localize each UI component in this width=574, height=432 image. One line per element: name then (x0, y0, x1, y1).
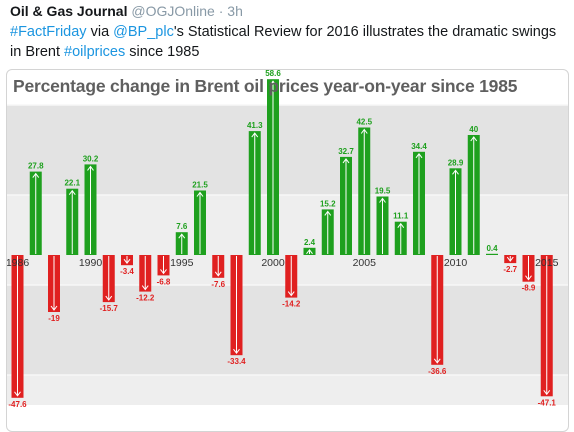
data-label: 42.5 (356, 118, 372, 127)
bar-arrow-head (397, 222, 405, 228)
bar-arrow-head (141, 285, 149, 291)
bar-chart: -47.6 27.8 -19 22.1 30.2 -15.7 -3.4 -12.2-6.8 7.… (7, 70, 568, 409)
data-label: 27.8 (28, 162, 44, 171)
chart-card[interactable]: -47.6 27.8 -19 22.1 30.2 -15.7 -3.4 -12.2 -6.8 7.… (6, 69, 569, 432)
data-label: 15.2 (320, 199, 336, 208)
bar-arrow-head (160, 269, 167, 275)
bar-arrow-head (178, 233, 186, 239)
data-label: -14.2 (282, 300, 301, 309)
bar-arrow-head (525, 275, 532, 281)
bar-arrow-head (470, 136, 478, 142)
data-label: 11.1 (393, 212, 409, 221)
bar-arrow-head (32, 172, 40, 178)
data-label: -47.1 (538, 398, 557, 407)
x-tick-label: 2000 (261, 257, 285, 269)
bar-arrow-head (506, 256, 514, 262)
bar-arrow-head (306, 248, 313, 255)
bar-arrow-head (214, 271, 222, 277)
data-label: -8.9 (522, 284, 536, 293)
bar-arrow-head (50, 305, 58, 311)
data-label: -2.7 (503, 265, 517, 274)
data-label: 34.4 (411, 142, 427, 151)
hashtag-link[interactable]: #oilprices (64, 44, 126, 60)
x-tick-label: 1990 (79, 257, 103, 269)
grid-band (7, 285, 568, 375)
tweet-text-segment: since 1985 (125, 44, 200, 60)
bar-arrow-head (379, 197, 386, 203)
author-name[interactable]: Oil & Gas Journal (10, 3, 128, 19)
data-label: -6.8 (157, 277, 171, 286)
data-label: -15.7 (100, 304, 119, 313)
data-label: 58.6 (265, 70, 281, 78)
x-tick-label: 2015 (535, 257, 559, 269)
author-handle[interactable]: @OGJOnline (131, 3, 215, 19)
x-tick-label: 2005 (353, 257, 377, 269)
data-label: 0.4 (486, 244, 498, 253)
bar-arrow-head (543, 389, 551, 396)
x-tick-label: 2010 (444, 257, 468, 269)
bar-arrow-head (196, 191, 204, 197)
data-label: -7.6 (211, 280, 225, 289)
tweet-text: #FactFriday via @BP_plc's Statistical Re… (10, 22, 566, 62)
data-label: -3.4 (120, 267, 134, 276)
data-label: 19.5 (375, 187, 391, 196)
data-label: 41.3 (247, 121, 263, 130)
bar-arrow-head (287, 291, 295, 297)
grid-band (7, 375, 568, 405)
bar-arrow-head (14, 391, 21, 397)
time-separator: · (218, 3, 224, 19)
data-label: 2.4 (304, 238, 316, 247)
bar-arrow-head (251, 132, 259, 138)
data-label: 32.7 (338, 147, 354, 156)
data-label: -36.6 (428, 367, 447, 376)
bar-arrow-head (342, 158, 350, 164)
bar-arrow-head (269, 80, 277, 86)
bar (486, 253, 498, 255)
bar-arrow-head (233, 348, 240, 355)
mention-link[interactable]: @BP_plc (113, 24, 174, 40)
bar-arrow-head (123, 258, 131, 265)
chart-title: Percentage change in Brent oil prices ye… (13, 76, 518, 96)
bar-arrow-head (452, 169, 459, 175)
data-label: 30.2 (83, 154, 99, 163)
data-label: 21.5 (192, 181, 208, 190)
tweet-text-segment: 's Statistical Review for 2016 illustrat… (10, 24, 557, 60)
bar-arrow-head (105, 295, 113, 301)
bar-arrow-head (87, 165, 94, 171)
tweet-header: Oil & Gas Journal @OGJOnline · 3h (10, 3, 243, 19)
data-label: 40 (469, 125, 478, 134)
data-label: 28.9 (448, 158, 464, 167)
x-tick-label: 1995 (170, 257, 194, 269)
data-label: -12.2 (136, 294, 155, 303)
data-label: 22.1 (64, 179, 80, 188)
data-label: 7.6 (176, 222, 188, 231)
hashtag-link[interactable]: #FactFriday (10, 24, 87, 40)
data-label: -19 (48, 314, 60, 323)
tweet-text-segment: via (86, 24, 114, 40)
tweet-timestamp[interactable]: 3h (227, 3, 243, 19)
bar-arrow-head (360, 128, 368, 134)
x-tick-label: 1986 (7, 257, 29, 269)
data-label: -47.6 (8, 400, 27, 409)
bar-arrow-head (433, 358, 441, 364)
bar-arrow-head (324, 210, 332, 216)
bar-arrow-head (415, 152, 423, 159)
data-label: -33.4 (227, 357, 246, 366)
bar-arrow-head (68, 189, 76, 195)
